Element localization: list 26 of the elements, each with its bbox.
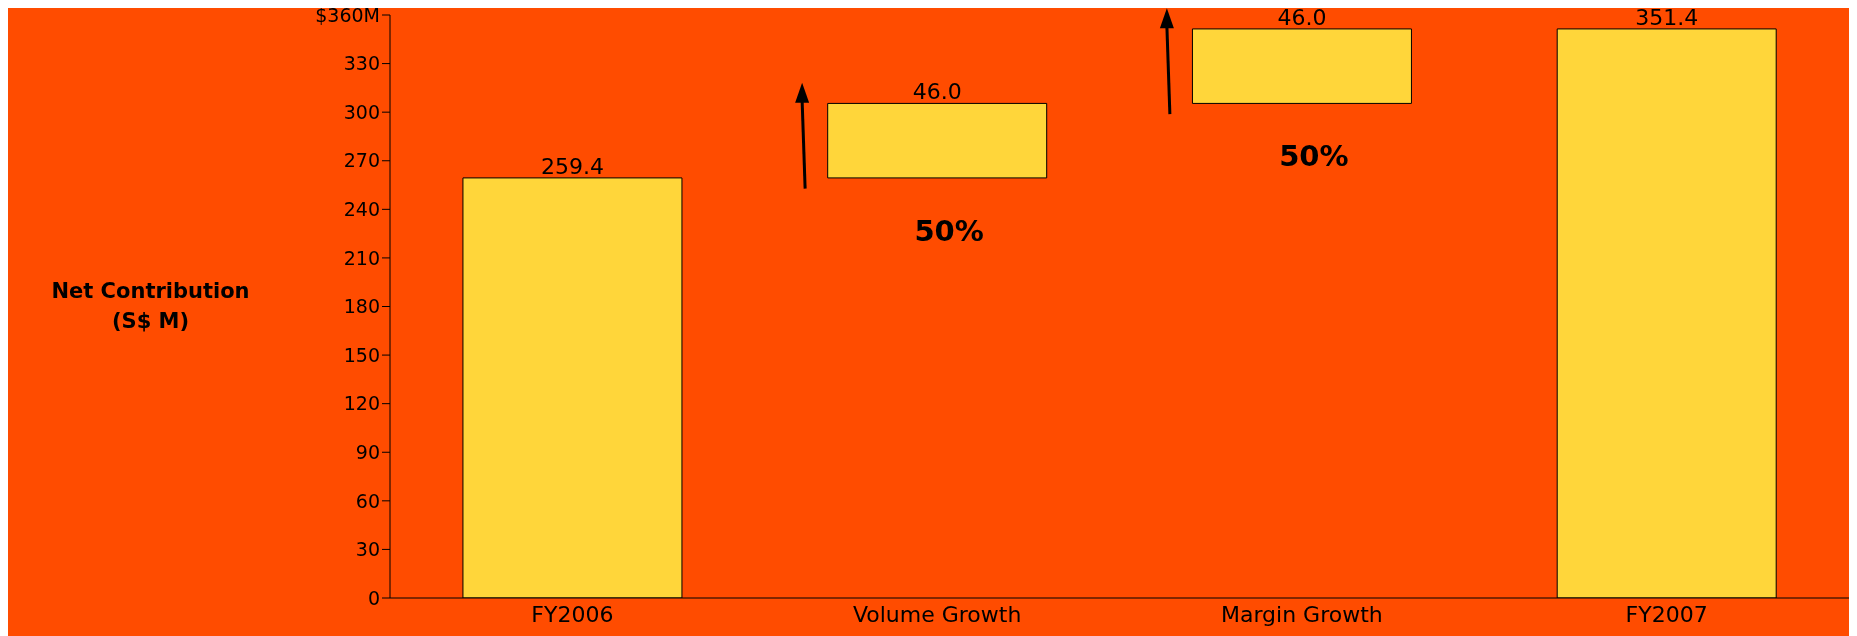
data-label: 46.0 [1277,4,1327,30]
y-tick-label: 90 [355,440,380,463]
y-tick-label: 180 [343,295,380,318]
y-tick-label: 210 [343,246,380,269]
data-label: 351.4 [1635,4,1699,30]
bar [1191,28,1412,104]
data-label: 259.4 [540,153,604,179]
y-tick-label: 0 [367,586,380,609]
x-tick-label: Margin Growth [1220,601,1383,627]
bar [827,102,1048,179]
annotation: 50% [914,213,984,248]
x-tick-label: Volume Growth [852,601,1022,627]
x-tick-label: FY2007 [1625,601,1708,627]
y-tick-label: 300 [343,100,380,123]
y-tick-label: 60 [355,489,380,512]
y-tick-label: 240 [343,198,380,221]
y-axis-title: Net Contribution (S$ M) [50,278,251,335]
y-tick-label: 270 [343,149,380,172]
y-tick-label: 330 [343,52,380,75]
annotation: 50% [1279,139,1349,174]
y-tick-label: 30 [355,538,380,561]
y-tick-label: 120 [343,392,380,415]
y-tick-label: 150 [343,343,380,366]
data-label: 46.0 [912,79,962,105]
x-tick-label: FY2006 [531,601,614,627]
y-tick-label: $360M [315,3,380,26]
